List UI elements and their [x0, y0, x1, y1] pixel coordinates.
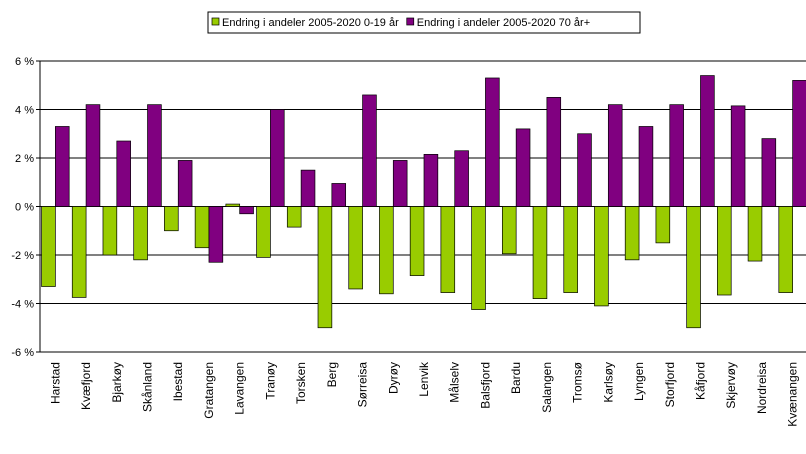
legend-label: Endring i andeler 2005-2020 70 år+ [417, 17, 590, 29]
x-tick-label: Kåfjord [693, 362, 707, 400]
y-tick-label: -6 % [11, 347, 34, 359]
bar [485, 77, 500, 207]
bar [532, 206, 548, 300]
bar [686, 206, 701, 329]
bar [392, 160, 408, 207]
x-tick-label: Lyngen [632, 362, 646, 401]
bar [409, 206, 425, 276]
x-tick-label: Balsfjord [478, 362, 492, 409]
bar [300, 169, 316, 207]
x-tick-label: Skjervøy [724, 362, 738, 409]
x-tick-label: Dyrøy [386, 362, 400, 394]
x-tick-label: Berg [325, 362, 339, 387]
bar [331, 183, 347, 207]
bar [638, 126, 654, 207]
bar [730, 105, 746, 207]
bar [85, 104, 101, 207]
bar [194, 206, 210, 249]
x-tick-label: Sørreisa [356, 362, 370, 408]
x-tick-label: Tromsø [571, 361, 585, 403]
bar [563, 206, 578, 293]
y-tick-label: 4 % [15, 105, 34, 117]
bar [116, 140, 131, 207]
x-tick-label: Bjarkøy [110, 362, 124, 403]
bar [164, 206, 179, 232]
bar [471, 206, 486, 310]
bar [225, 203, 241, 207]
x-tick-label: Målselv [448, 362, 462, 403]
x-tick-label: Ibestad [171, 362, 185, 401]
bar [362, 94, 377, 207]
legend-label: Endring i andeler 2005-2020 0-19 år [222, 17, 399, 29]
bar [594, 206, 609, 307]
bar [177, 160, 193, 207]
bar [700, 75, 715, 207]
bar [577, 133, 592, 207]
bar [624, 206, 640, 261]
x-tick-label: Kvæfjord [79, 362, 93, 410]
bar [607, 104, 623, 207]
bar [256, 206, 271, 258]
y-tick-label: -2 % [11, 250, 34, 262]
bar [761, 138, 777, 207]
x-tick-label: Skånland [141, 362, 155, 412]
bar [440, 206, 456, 293]
legend-swatch [406, 17, 415, 26]
legend-box [207, 11, 641, 34]
bar [270, 109, 285, 207]
bar [717, 206, 732, 296]
bar [286, 206, 302, 228]
bar [41, 206, 56, 287]
x-tick-label: Lenvik [417, 361, 431, 397]
x-tick-label: Gratangen [202, 362, 216, 419]
bar [239, 206, 254, 215]
bar [348, 206, 363, 290]
bar [792, 80, 806, 207]
bar [669, 104, 684, 207]
x-tick-label: Nordreisa [755, 362, 769, 414]
y-tick-label: 2 % [15, 153, 34, 165]
bar [655, 206, 671, 244]
bar [55, 126, 70, 207]
x-tick-label: Torsken [294, 362, 308, 404]
y-tick-label: 0 % [15, 202, 34, 214]
bar [423, 154, 439, 207]
x-tick-label: Karlsøy [601, 362, 615, 403]
bar [778, 206, 793, 293]
bar [454, 150, 469, 207]
bar [747, 206, 763, 262]
x-tick-label: Bardu [509, 362, 523, 394]
bar [71, 206, 87, 298]
bar [501, 206, 517, 255]
x-tick-label: Salangen [540, 362, 554, 413]
x-tick-label: Kvænangen [786, 362, 800, 427]
bar [102, 206, 118, 256]
y-tick-label: 6 % [15, 56, 34, 68]
bar [147, 104, 162, 207]
x-tick-label: Lavangen [233, 362, 247, 415]
bar [317, 206, 333, 329]
bar [133, 206, 148, 261]
x-tick-label: Tranøy [263, 362, 277, 400]
y-tick-label: -4 % [11, 299, 34, 311]
legend-swatch [211, 17, 220, 26]
bar [515, 128, 531, 207]
x-tick-label: Harstad [48, 362, 62, 404]
bar [208, 206, 224, 263]
x-tick-label: Storfjord [663, 362, 677, 407]
bar [379, 206, 394, 295]
bar [546, 97, 562, 207]
